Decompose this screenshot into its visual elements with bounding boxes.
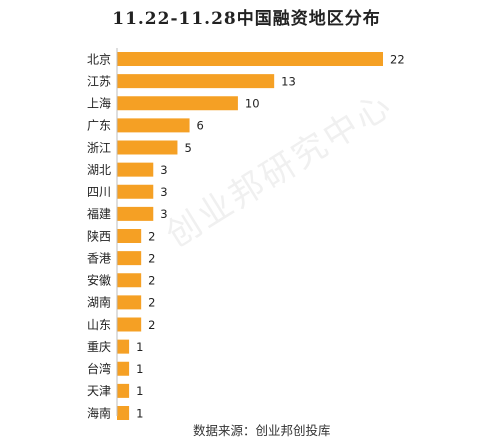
bar-1 <box>117 74 275 89</box>
bar-15 <box>117 383 130 398</box>
bar-4 <box>117 140 178 155</box>
value-label-16: 1 <box>136 406 143 420</box>
category-label-3: 广东 <box>87 119 111 133</box>
value-label-4: 5 <box>184 141 191 155</box>
category-label-9: 香港 <box>87 251 111 265</box>
value-label-14: 1 <box>136 362 143 376</box>
bar-5 <box>117 162 154 177</box>
value-label-1: 13 <box>281 74 296 88</box>
category-label-13: 重庆 <box>87 340 111 354</box>
category-label-11: 湖南 <box>87 295 111 310</box>
category-label-0: 北京 <box>87 52 111 66</box>
value-label-13: 1 <box>136 340 143 354</box>
bar-11 <box>117 295 142 310</box>
category-label-4: 浙江 <box>87 141 111 155</box>
bar-0 <box>117 52 383 66</box>
category-label-8: 陕西 <box>87 228 111 243</box>
bar-14 <box>117 361 130 376</box>
value-label-5: 3 <box>160 163 167 177</box>
value-label-10: 2 <box>148 274 155 288</box>
category-label-12: 山东 <box>87 318 111 332</box>
category-label-7: 福建 <box>87 206 111 221</box>
category-label-10: 安徽 <box>87 273 111 288</box>
value-label-12: 2 <box>148 318 155 332</box>
category-label-5: 湖北 <box>87 162 111 177</box>
chart-title: 11.22-11.28中国融资地区分布 <box>112 9 381 29</box>
category-label-15: 天津 <box>87 384 111 398</box>
category-label-6: 四川 <box>87 185 111 199</box>
bar-9 <box>117 251 142 266</box>
category-label-14: 台湾 <box>87 361 111 376</box>
category-label-16: 海南 <box>87 405 111 420</box>
bar-3 <box>117 118 190 133</box>
value-label-6: 3 <box>160 185 167 199</box>
value-label-9: 2 <box>148 251 155 265</box>
value-label-15: 1 <box>136 384 143 398</box>
bar-13 <box>117 339 130 354</box>
bar-2 <box>117 96 238 111</box>
source-note: 数据来源：创业邦创投库 <box>193 423 331 438</box>
bar-6 <box>117 184 154 199</box>
bar-12 <box>117 317 142 332</box>
category-label-1: 江苏 <box>87 74 111 88</box>
value-label-11: 2 <box>148 296 155 310</box>
bar-16 <box>117 406 130 420</box>
value-label-7: 3 <box>160 207 167 221</box>
value-label-8: 2 <box>148 229 155 243</box>
bar-8 <box>117 229 142 243</box>
value-label-0: 22 <box>390 52 405 66</box>
category-label-2: 上海 <box>87 96 111 111</box>
bar-10 <box>117 273 142 288</box>
value-label-3: 6 <box>197 119 204 133</box>
bar-7 <box>117 206 154 221</box>
value-label-2: 10 <box>245 97 260 111</box>
